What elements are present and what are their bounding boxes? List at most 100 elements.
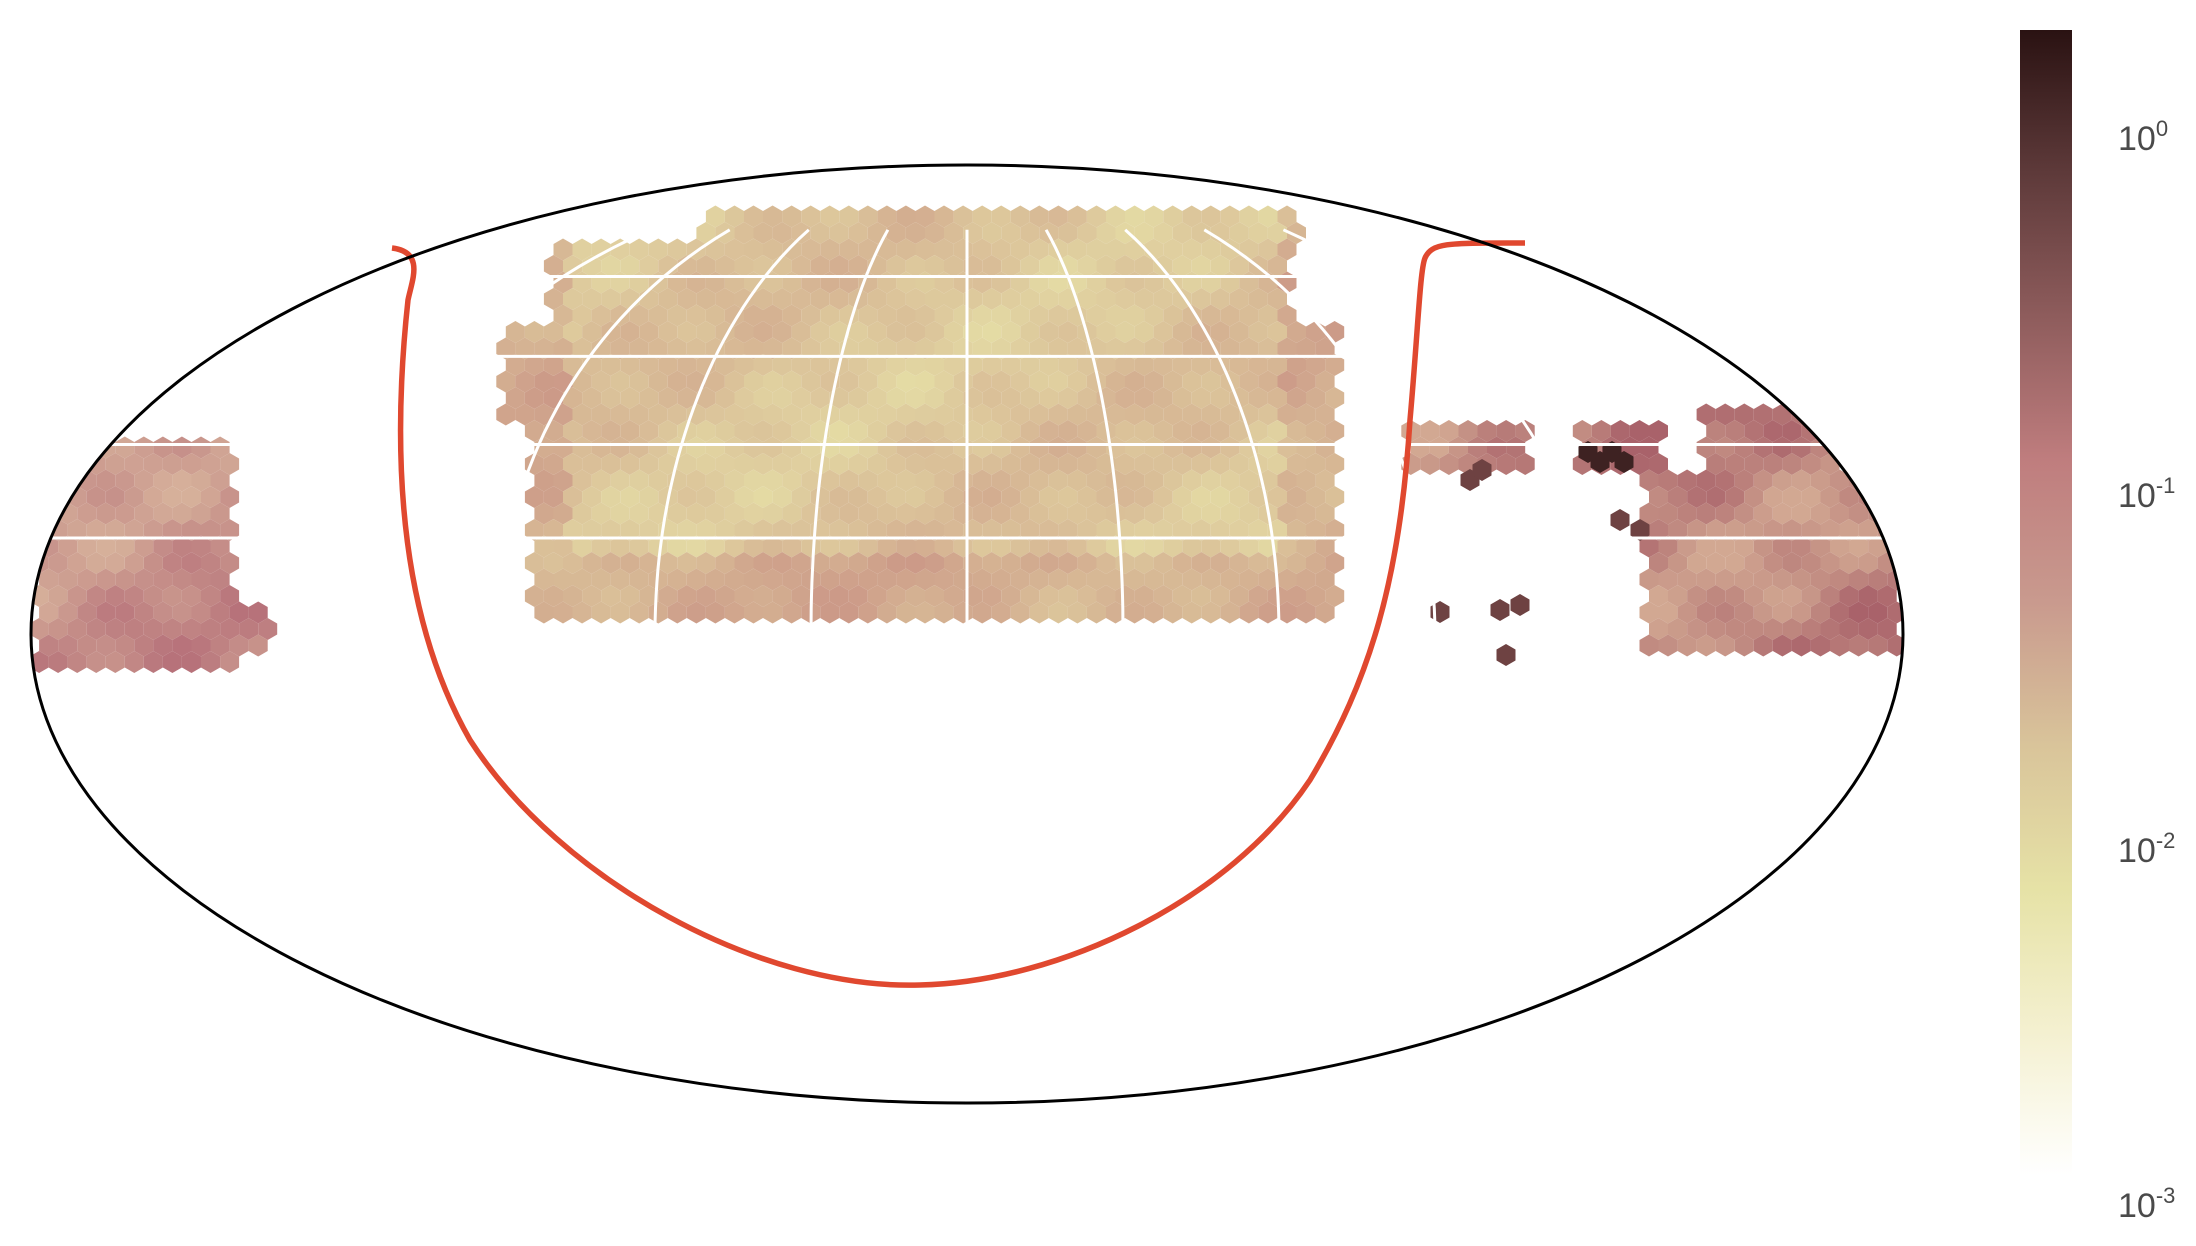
hexbin <box>867 321 887 343</box>
hexbin <box>115 469 135 492</box>
hexbin <box>1020 519 1040 541</box>
hexbin <box>48 486 68 508</box>
hexbin <box>715 387 735 409</box>
hexbin <box>1706 552 1726 574</box>
hexbin <box>1248 519 1268 541</box>
hexbin <box>210 436 230 459</box>
hexbin <box>1134 387 1154 409</box>
hexbin <box>1182 568 1202 591</box>
hexbin <box>972 370 992 393</box>
hexbin <box>734 288 754 310</box>
hexbin <box>1029 304 1049 327</box>
hexbin <box>1725 453 1745 475</box>
hexbin <box>1029 436 1049 459</box>
hexbin <box>791 453 811 475</box>
hexbin <box>744 238 763 261</box>
hexbin <box>1010 436 1030 459</box>
hexbin <box>915 403 935 426</box>
hexbin <box>1296 535 1316 558</box>
hexbin <box>1029 205 1049 228</box>
hexbin <box>1801 453 1821 475</box>
hexbin <box>1715 568 1735 591</box>
hexbin <box>191 634 211 657</box>
hexbin <box>753 288 773 310</box>
hexbin <box>658 354 678 376</box>
hexbin <box>1077 354 1097 376</box>
hexbin <box>1277 568 1297 591</box>
hexbin <box>867 453 887 475</box>
hexbin <box>1763 585 1783 607</box>
hexbin <box>1830 469 1849 492</box>
hexbin <box>629 238 649 261</box>
hexbin <box>934 568 954 591</box>
hexbin <box>96 634 116 657</box>
hexbin <box>658 420 678 442</box>
hexbin <box>162 618 182 640</box>
hexbin <box>610 436 630 459</box>
hexbin <box>1058 486 1078 508</box>
hexbin <box>1791 634 1811 657</box>
hexbin <box>572 469 592 492</box>
hexbin <box>1067 436 1087 459</box>
hexbin <box>772 321 792 343</box>
hexbin <box>1144 337 1164 360</box>
hexbin <box>1048 205 1068 228</box>
hexbin <box>629 568 649 591</box>
hexbin <box>572 403 592 426</box>
hexbin <box>848 420 868 442</box>
hexbin <box>67 651 87 673</box>
hexbin <box>1134 519 1154 541</box>
hexbin <box>105 453 125 475</box>
hexbin <box>944 552 964 574</box>
hexbin <box>48 651 68 673</box>
hexbin <box>1239 337 1259 360</box>
hexbin <box>1172 486 1192 508</box>
hexbin <box>1734 535 1754 558</box>
graticule-meridian-1 <box>497 228 731 635</box>
hexbin <box>791 255 811 277</box>
hexbin <box>134 634 154 657</box>
hexbin <box>1201 601 1221 624</box>
hexbin <box>1220 469 1240 492</box>
hexbin <box>677 486 697 508</box>
hexbin <box>496 370 516 393</box>
hexbin <box>601 354 621 376</box>
hexbin <box>829 486 849 508</box>
hexbin <box>39 469 59 492</box>
hexbin <box>839 370 859 393</box>
hexbin <box>705 304 725 327</box>
hexbin <box>1048 337 1068 360</box>
hexbin <box>915 304 935 327</box>
hexbin <box>220 453 240 475</box>
hexbin <box>829 288 849 310</box>
hexbin <box>1801 618 1821 640</box>
hexbin <box>1077 288 1097 310</box>
hexbin-high-density <box>1490 599 1510 621</box>
hexbin <box>1810 403 1830 426</box>
hexbin <box>1287 552 1306 574</box>
hexbin <box>1153 354 1173 376</box>
hexbin <box>143 585 163 607</box>
hexbin <box>1287 453 1306 475</box>
hexbin <box>1010 502 1030 525</box>
hexbin <box>877 238 897 261</box>
hexbin <box>591 304 611 327</box>
hexbin <box>629 502 649 525</box>
hexbin <box>620 420 640 442</box>
hexbin <box>1753 436 1773 459</box>
hexbin <box>48 618 68 640</box>
hexbin <box>1010 469 1030 492</box>
hexbin <box>982 519 1002 541</box>
hexbin <box>905 585 925 607</box>
hexbin <box>696 420 716 442</box>
hexbin <box>1086 238 1106 261</box>
hexbin <box>1001 222 1021 244</box>
hexbin <box>1820 486 1840 508</box>
hexbin <box>753 222 773 244</box>
hexbin <box>58 436 78 459</box>
hexbin <box>115 568 135 591</box>
hexbin <box>677 519 697 541</box>
hexbin <box>1277 337 1297 360</box>
hexbin <box>905 420 925 442</box>
hexbin <box>553 337 573 360</box>
